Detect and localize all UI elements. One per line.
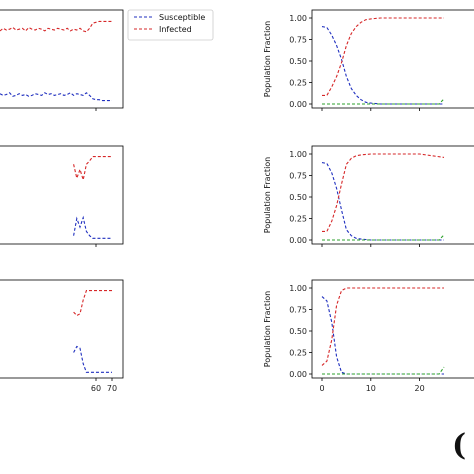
chart-panel-5: 0.00 0.25 0.50 0.75 1.00 Population Fraction — [263, 145, 474, 247]
legend-label: Infected — [159, 25, 192, 34]
y-tick-label: 0.00 — [289, 236, 307, 245]
y-tick-label: 0.75 — [289, 306, 307, 315]
axes-frame — [0, 279, 124, 379]
chart-panel-3: 60 70 — [0, 279, 124, 393]
panel-letter: ( — [452, 428, 467, 463]
series-line-recovered — [322, 98, 445, 105]
series-line-infected — [73, 156, 112, 181]
series-line-infected — [0, 20, 112, 33]
axes-frame — [0, 9, 124, 109]
legend-label: Susceptible — [159, 13, 205, 22]
y-axis-label: Population Fraction — [263, 157, 272, 234]
y-axis-label: Population Fraction — [263, 21, 272, 98]
y-tick-label: 0.50 — [289, 57, 307, 66]
series-line-susceptible — [0, 92, 112, 102]
y-tick-label: 1.00 — [289, 150, 307, 159]
x-tick-label: 70 — [107, 384, 117, 393]
y-tick-label: 0.50 — [289, 193, 307, 202]
series-line-recovered — [322, 234, 445, 241]
series-line-susceptible — [321, 162, 444, 241]
series-line-infected — [322, 153, 445, 232]
y-axis-label: Population Fraction — [263, 291, 272, 368]
axes-frame — [0, 145, 124, 245]
x-tick-label: 60 — [91, 384, 101, 393]
chart-panel-1: Susceptible Infected — [0, 9, 214, 111]
series-line-infected — [322, 17, 444, 96]
series-line-susceptible — [73, 215, 112, 239]
series-line-susceptible — [321, 26, 444, 105]
x-tick-label: 10 — [366, 384, 376, 393]
chart-panel-2 — [0, 145, 124, 247]
x-tick-label: 20 — [415, 384, 425, 393]
series-line-infected — [321, 287, 444, 366]
axes-frame — [311, 9, 474, 109]
y-tick-label: 1.00 — [289, 14, 307, 23]
x-tick-label: 0 — [319, 384, 324, 393]
y-tick-label: 0.00 — [289, 100, 307, 109]
series-line-susceptible — [321, 296, 444, 375]
y-tick-label: 0.50 — [289, 327, 307, 336]
chart-panel-4: 0.00 0.25 0.50 0.75 1.00 Population Fraction — [263, 9, 474, 111]
y-tick-label: 1.00 — [289, 284, 307, 293]
y-tick-label: 0.00 — [289, 370, 307, 379]
y-tick-label: 0.25 — [289, 79, 307, 88]
axes-frame — [311, 145, 474, 245]
chart-panel-6: 0.00 0.25 0.50 0.75 1.00 Population Fraction 0… — [263, 279, 474, 393]
y-tick-label: 0.75 — [289, 36, 307, 45]
y-tick-label: 0.25 — [289, 349, 307, 358]
y-tick-label: 0.75 — [289, 172, 307, 181]
series-line-recovered — [322, 366, 445, 375]
legend: Susceptible Infected — [127, 9, 214, 41]
series-line-infected — [73, 290, 112, 317]
axes-frame — [311, 279, 474, 379]
y-tick-label: 0.25 — [289, 215, 307, 224]
series-line-susceptible — [73, 345, 112, 373]
